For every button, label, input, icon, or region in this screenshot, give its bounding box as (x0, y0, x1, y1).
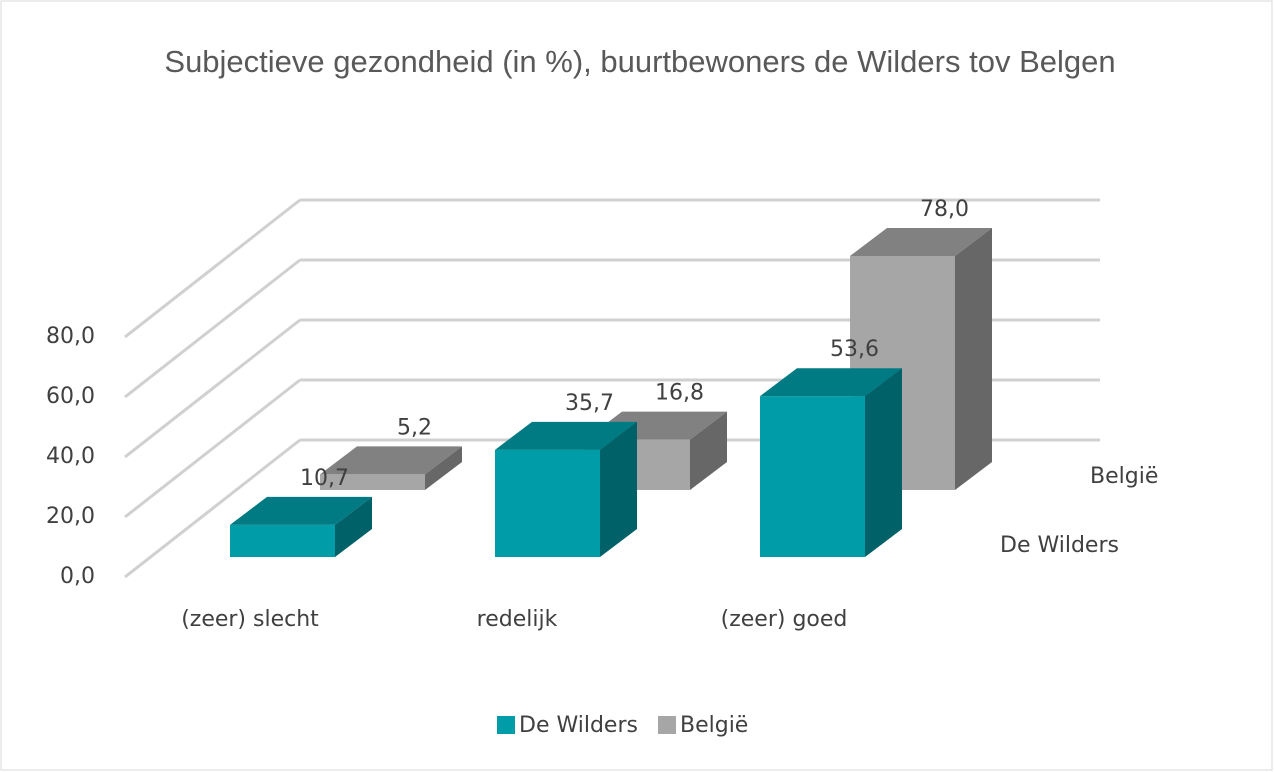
bar-side (600, 421, 637, 557)
bar (320, 474, 425, 490)
data-label: 53,6 (830, 337, 879, 362)
bar-top (495, 421, 637, 450)
bar-top (760, 368, 902, 397)
bar-top (850, 228, 992, 256)
data-label: 10,7 (300, 466, 349, 491)
grid-line (124, 378, 301, 519)
data-label: 35,7 (565, 391, 614, 416)
grid-line (124, 318, 301, 459)
y-tick-label: 80,0 (46, 324, 95, 349)
data-label: 78,0 (920, 197, 969, 222)
bar (230, 524, 335, 557)
x-tick-label: (zeer) goed (721, 607, 848, 632)
bar (495, 449, 600, 557)
legend-label: De Wilders (519, 713, 638, 738)
x-tick-label: redelijk (477, 607, 558, 632)
y-tick-label: 0,0 (60, 564, 95, 589)
grid-line (124, 258, 301, 399)
bar-top (320, 446, 462, 475)
chart-title: Subjectieve gezondheid (in %), buurtbewo… (164, 44, 1116, 79)
grid-line (124, 198, 301, 339)
data-label: 5,2 (397, 415, 432, 440)
legend-swatch (657, 716, 676, 734)
data-label: 16,8 (655, 381, 704, 406)
grid-line (124, 438, 301, 579)
bar (760, 396, 865, 557)
y-tick-label: 60,0 (46, 384, 95, 409)
bar-side (865, 368, 902, 557)
depth-label: De Wilders (1000, 533, 1119, 558)
depth-label: België (1090, 464, 1158, 489)
x-tick-label: (zeer) slecht (181, 607, 319, 632)
bar-side (690, 411, 727, 490)
bar-side (425, 446, 462, 490)
legend-label: België (680, 713, 748, 738)
bar-side (955, 228, 992, 490)
bar-side (335, 496, 372, 557)
y-tick-label: 40,0 (46, 444, 95, 469)
y-tick-label: 20,0 (46, 504, 95, 529)
bar-top (230, 496, 372, 525)
legend-swatch (497, 716, 515, 734)
